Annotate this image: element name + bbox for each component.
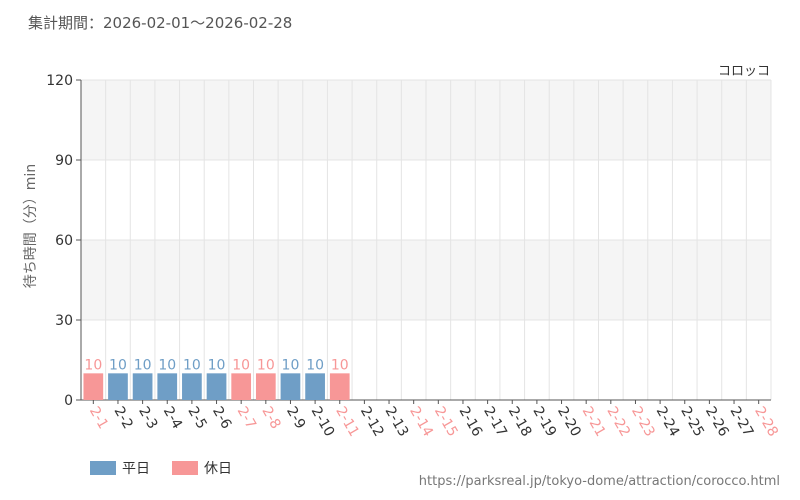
x-tick-label-2-26: 2-26: [702, 404, 732, 440]
x-tick-label-2-9: 2-9: [283, 404, 308, 432]
y-tick-label: 60: [55, 233, 73, 249]
y-tick-label: 30: [55, 313, 73, 329]
data-label-2-6: 10: [208, 357, 226, 373]
y-tick-label: 90: [55, 153, 73, 169]
bar-2-10: [305, 373, 325, 400]
data-label-2-2: 10: [109, 357, 127, 373]
x-tick-label-2-21: 2-21: [579, 404, 609, 440]
x-tick-label-2-28: 2-28: [751, 404, 781, 440]
bar-2-1: [83, 373, 104, 400]
x-tick-label-2-27: 2-27: [727, 404, 757, 440]
data-label-2-10: 10: [306, 357, 324, 373]
bar-2-6: [206, 373, 227, 400]
x-tick-label-2-2: 2-2: [111, 404, 136, 432]
x-tick-label-2-3: 2-3: [135, 404, 160, 432]
x-tick-label-2-17: 2-17: [480, 404, 510, 440]
bar-2-3: [132, 373, 153, 400]
legend-item-weekday: 平日: [90, 458, 150, 478]
x-tick-label-2-25: 2-25: [677, 404, 707, 440]
data-label-2-4: 10: [158, 357, 176, 373]
y-tick-label: 120: [46, 73, 73, 89]
data-label-2-8: 10: [257, 357, 275, 373]
x-tick-label-2-23: 2-23: [628, 404, 658, 440]
x-tick-label-2-1: 2-1: [86, 404, 111, 432]
bar-2-2: [108, 373, 128, 400]
data-label-2-1: 10: [84, 357, 102, 373]
data-label-2-9: 10: [282, 357, 300, 373]
legend-label-weekday: 平日: [122, 461, 150, 477]
data-label-2-5: 10: [183, 357, 201, 373]
source-url: https://parksreal.jp/tokyo-dome/attracti…: [418, 474, 780, 489]
data-label-2-11: 10: [331, 357, 349, 373]
x-tick-label-2-15: 2-15: [431, 404, 461, 440]
data-label-2-3: 10: [134, 357, 152, 373]
bar-2-7: [231, 373, 252, 400]
legend: 平日 休日: [90, 458, 232, 478]
bar-2-5: [182, 373, 202, 400]
x-tick-label-2-11: 2-11: [332, 404, 362, 440]
legend-item-holiday: 休日: [172, 458, 232, 478]
x-tick-label-2-7: 2-7: [234, 404, 259, 432]
x-tick-label-2-16: 2-16: [456, 404, 486, 440]
x-tick-label-2-13: 2-13: [382, 404, 412, 440]
legend-swatch-holiday: [172, 461, 198, 475]
legend-label-holiday: 休日: [204, 461, 232, 477]
bar-2-11: [329, 373, 350, 400]
series-name: コロッコ: [717, 64, 770, 79]
x-tick-label-2-10: 2-10: [308, 404, 338, 440]
x-tick-label-2-18: 2-18: [505, 404, 535, 440]
x-tick-label-2-19: 2-19: [529, 404, 559, 440]
x-tick-label-2-20: 2-20: [554, 404, 584, 440]
period-label: 集計期間：2026-02-01〜2026-02-28: [28, 14, 293, 32]
x-tick-label-2-14: 2-14: [406, 404, 436, 440]
x-tick-label-2-6: 2-6: [209, 404, 234, 432]
bar-2-8: [255, 373, 276, 400]
x-tick-label-2-4: 2-4: [160, 404, 185, 432]
x-tick-label-2-24: 2-24: [653, 404, 683, 440]
legend-swatch-weekday: [90, 461, 116, 475]
x-tick-label-2-12: 2-12: [357, 404, 387, 440]
data-label-2-7: 10: [232, 357, 250, 373]
bar-2-9: [280, 373, 301, 400]
x-tick-label-2-8: 2-8: [258, 404, 283, 432]
y-tick-label: 0: [64, 393, 73, 409]
bar-2-4: [157, 373, 178, 400]
x-tick-label-2-22: 2-22: [603, 404, 633, 440]
x-tick-label-2-5: 2-5: [184, 404, 209, 432]
